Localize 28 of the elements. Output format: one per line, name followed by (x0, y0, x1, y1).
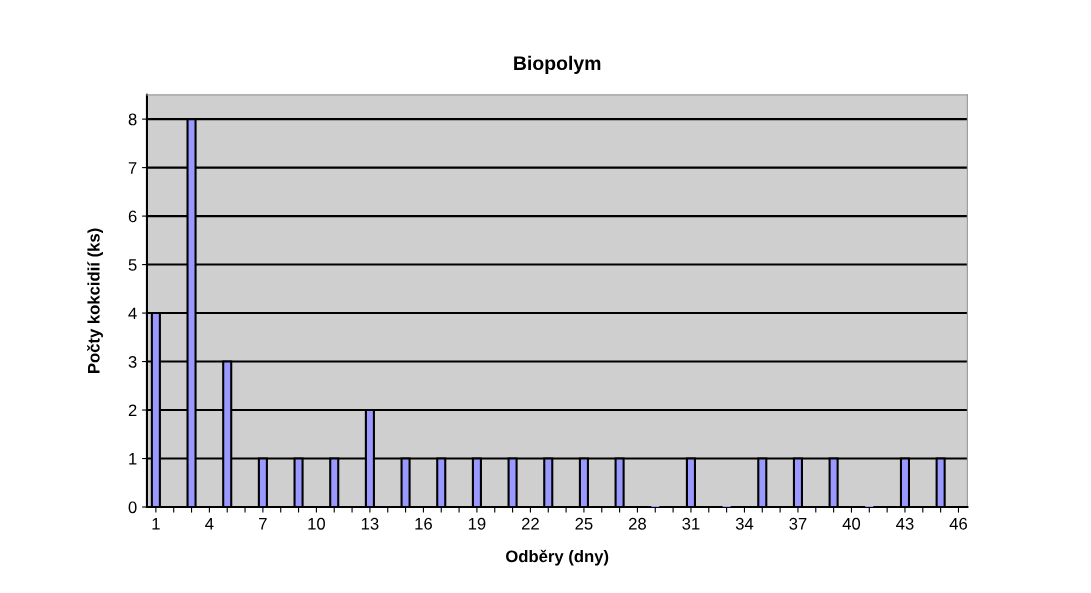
x-tick-label: 37 (789, 517, 807, 530)
x-tick-label: 13 (361, 517, 379, 530)
x-tick-label: 19 (468, 517, 486, 530)
x-tick-label: 10 (308, 517, 326, 530)
y-tick-label: 6 (128, 210, 137, 223)
chart-title: Biopolym (514, 55, 601, 74)
x-tick-label: 46 (949, 517, 968, 530)
x-tick-label: 28 (629, 517, 646, 530)
y-axis-title: Počty kokcidií (ks) (87, 228, 103, 373)
y-tick-label: 7 (128, 162, 137, 174)
y-tick-label: 1 (129, 453, 137, 465)
y-tick-label: 2 (128, 404, 137, 417)
x-tick-label: 16 (415, 517, 432, 530)
x-tick-label: 43 (896, 517, 914, 530)
x-tick-label: 31 (682, 517, 700, 530)
y-tick-label: 8 (128, 113, 137, 126)
x-tick-label: 22 (521, 517, 539, 530)
y-tick-label: 3 (128, 355, 137, 368)
x-tick-label: 40 (842, 517, 861, 530)
x-tick-label: 25 (575, 517, 593, 530)
x-axis-title: Odběry (dny) (506, 549, 609, 566)
y-tick-label: 0 (128, 501, 137, 514)
x-tick-label: 4 (205, 518, 214, 530)
x-tick-label: 7 (259, 518, 267, 530)
y-tick-label: 5 (128, 259, 137, 271)
x-tick-label: 34 (735, 517, 754, 530)
x-tick-label: 1 (152, 518, 160, 530)
y-tick-label: 4 (128, 307, 137, 320)
